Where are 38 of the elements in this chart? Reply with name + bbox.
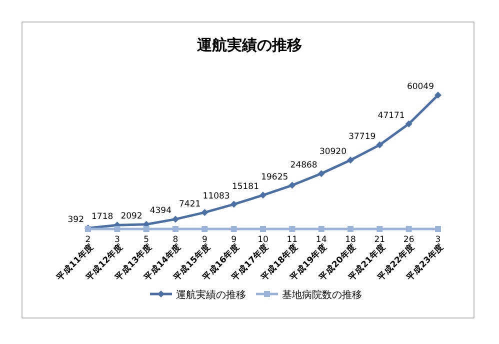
point	[405, 120, 412, 128]
point	[230, 226, 237, 232]
data-label: 24868	[290, 160, 318, 171]
data-label: 30920	[319, 147, 346, 158]
data-label: 37719	[348, 132, 376, 142]
point	[143, 226, 150, 232]
point	[202, 226, 208, 232]
legend-label: 運航実績の推移	[176, 289, 246, 301]
data-label: 47171	[378, 110, 405, 121]
point	[318, 170, 325, 178]
point	[435, 226, 441, 232]
chart-title: 運航実績の推移	[196, 36, 302, 54]
point	[376, 226, 383, 232]
data-label: 7421	[179, 199, 201, 210]
point	[406, 226, 412, 232]
point	[230, 200, 238, 208]
data-label: 392	[68, 215, 84, 226]
point	[434, 92, 442, 99]
point	[172, 216, 179, 223]
point	[376, 141, 384, 148]
legend-label: 基地病院数の推移	[282, 289, 362, 301]
data-label: 15181	[232, 182, 259, 192]
point	[260, 192, 266, 199]
point	[289, 226, 296, 232]
point	[288, 182, 296, 189]
point	[114, 226, 120, 232]
data-label: 11083	[202, 191, 230, 202]
data-label: 4394	[150, 206, 172, 216]
data-label: 1718	[92, 212, 114, 222]
point	[260, 226, 266, 232]
point	[347, 156, 354, 164]
data-label: 60049	[406, 82, 434, 92]
point	[348, 226, 354, 232]
data-label: 2092	[120, 211, 142, 222]
point	[318, 226, 324, 232]
data-label: 19625	[261, 172, 288, 182]
point	[201, 208, 208, 216]
point	[172, 226, 178, 232]
